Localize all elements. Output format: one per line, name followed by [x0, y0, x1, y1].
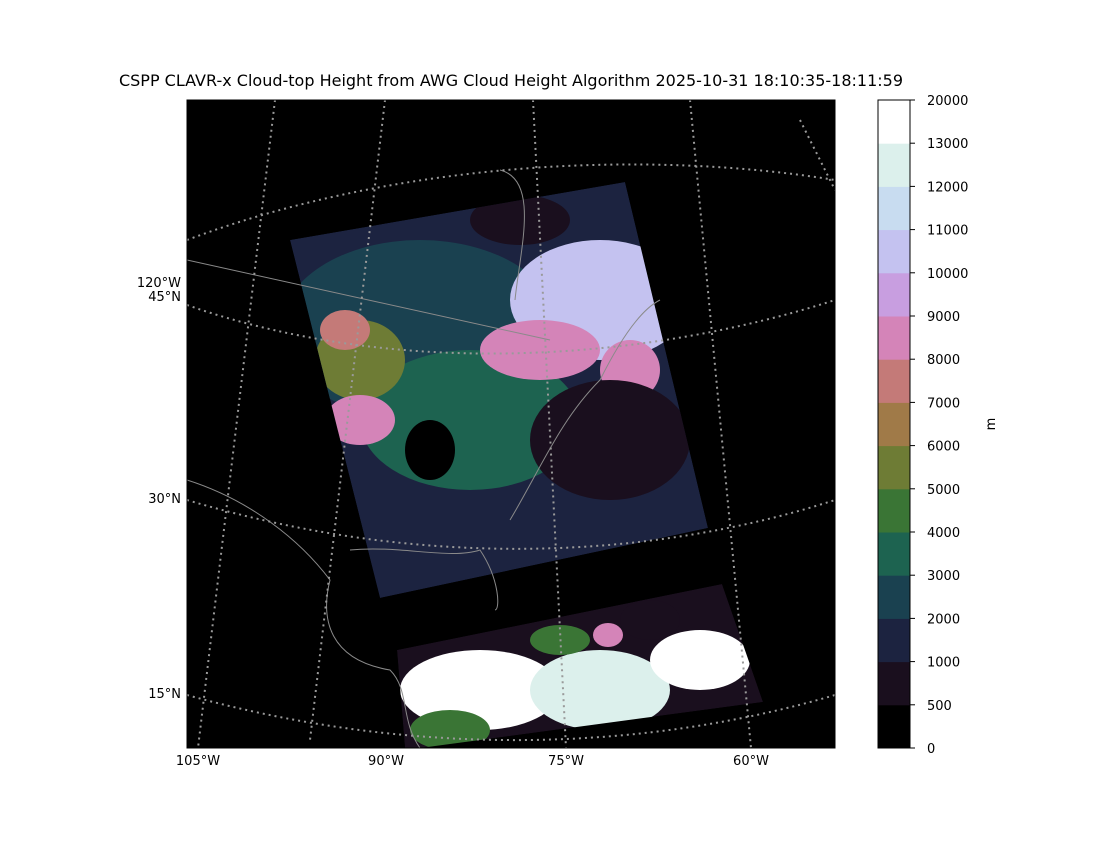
- colorbar-segment: [878, 316, 910, 360]
- lat-label: 45°N: [148, 290, 181, 305]
- colorbar-segment: [878, 359, 910, 403]
- lon-label: 90°W: [368, 754, 404, 769]
- lon-label: 75°W: [548, 754, 584, 769]
- colorbar-segment: [878, 402, 910, 447]
- colorbar-segment: [878, 661, 910, 706]
- colorbar-tick-label: 7000: [927, 396, 960, 411]
- colorbar-tick-label: 3000: [927, 569, 960, 584]
- colorbar-segment: [878, 704, 910, 749]
- colorbar-segment: [878, 445, 910, 490]
- graticule: [799, 119, 835, 191]
- colorbar-tick-label: 2000: [927, 612, 960, 627]
- map-title: CSPP CLAVR-x Cloud-top Height from AWG C…: [119, 71, 903, 90]
- colorbar-tick-label: 4000: [927, 526, 960, 541]
- colorbar-tick-label: 10000: [927, 267, 968, 282]
- graticule: [532, 100, 567, 748]
- graticule: [187, 163, 835, 241]
- colorbar-tick-label: 0: [927, 742, 935, 757]
- colorbar-tick-label: 6000: [927, 440, 960, 455]
- lat-label: 15°N: [148, 687, 181, 702]
- colorbar-tick-label: 9000: [927, 310, 960, 325]
- colorbar-tick-label: 8000: [927, 353, 960, 368]
- colorbar-segment: [878, 229, 910, 274]
- colorbar-segment: [878, 272, 910, 317]
- swath-lower: [397, 584, 763, 748]
- colorbar-segment: [878, 143, 910, 187]
- map-area: [187, 100, 835, 748]
- lon-label: 60°W: [733, 754, 769, 769]
- colorbar-segment: [878, 488, 910, 533]
- colorbar-segment: [878, 575, 910, 619]
- colorbar-tick-label: 1000: [927, 656, 960, 671]
- lat-label: 30°N: [148, 492, 181, 507]
- coastline: [187, 479, 421, 748]
- graticule: [197, 100, 276, 748]
- graticule: [689, 100, 752, 748]
- lat-label: 120°W: [137, 276, 181, 291]
- colorbar-label: m: [984, 418, 999, 431]
- colorbar-tick-label: 13000: [927, 137, 968, 152]
- swath-upper: [290, 182, 708, 598]
- lon-label: 105°W: [176, 754, 220, 769]
- map-frame: [186, 99, 836, 749]
- colorbar-tick-label: 12000: [927, 180, 968, 195]
- colorbar-tick-label: 500: [927, 699, 952, 714]
- colorbar-frame: [877, 99, 911, 749]
- colorbar-segment: [878, 100, 910, 144]
- colorbar-tick-label: 20000: [927, 94, 968, 109]
- coastline: [187, 169, 661, 611]
- colorbar-tick-label: 5000: [927, 483, 960, 498]
- colorbar-segment: [878, 186, 910, 231]
- colorbar-segment: [878, 618, 910, 663]
- colorbar-segment: [878, 532, 910, 576]
- colorbar-tick-label: 11000: [927, 224, 968, 239]
